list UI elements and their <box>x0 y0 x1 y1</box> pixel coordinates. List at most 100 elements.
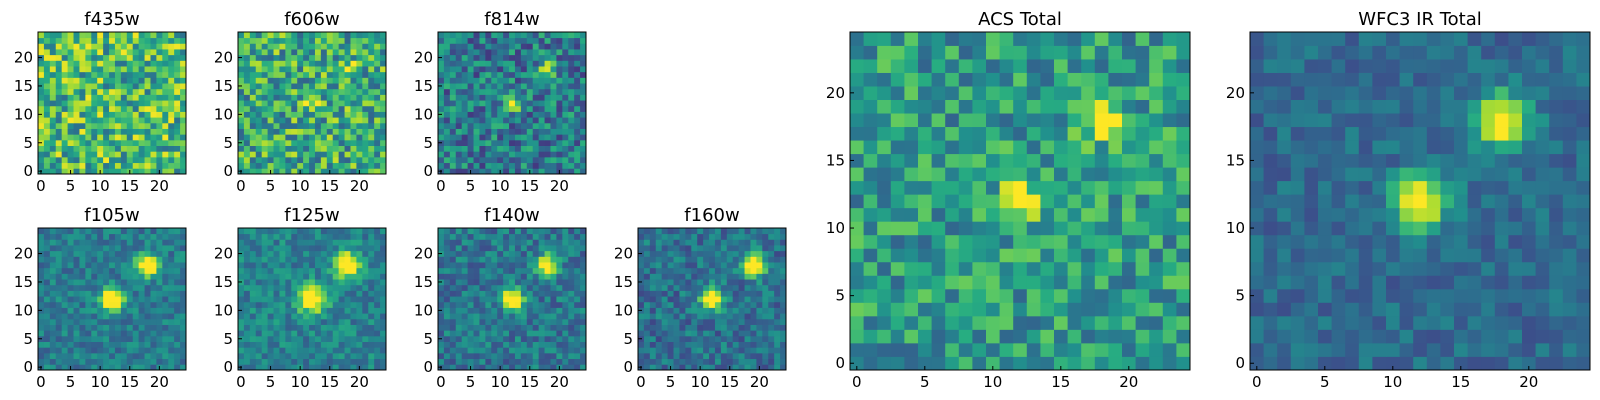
heatmap-cell <box>461 250 468 257</box>
heatmap-cell <box>544 134 551 141</box>
heatmap-cell <box>850 194 864 209</box>
heatmap-cell <box>144 32 151 39</box>
heatmap-cell <box>497 71 504 78</box>
heatmap-cell <box>455 279 463 286</box>
heatmap-cell <box>249 307 257 314</box>
heatmap-cell <box>904 248 919 263</box>
heatmap-cell <box>667 330 674 337</box>
heatmap-cell <box>461 60 468 67</box>
heatmap-cell <box>643 358 651 365</box>
heatmap-cell <box>374 335 381 342</box>
heatmap-cell <box>750 284 757 291</box>
heatmap-cell <box>279 134 286 141</box>
heatmap-cell <box>438 262 445 269</box>
heatmap-cell <box>538 364 545 371</box>
heatmap-cell <box>368 279 375 286</box>
heatmap-cell <box>79 111 86 118</box>
heatmap-cell <box>479 313 486 320</box>
heatmap-cell <box>309 335 316 342</box>
heatmap-cell <box>562 83 569 90</box>
heatmap-cell <box>443 284 451 291</box>
heatmap-cell <box>255 364 263 371</box>
heatmap-cell <box>455 364 463 371</box>
heatmap-cell <box>714 347 722 354</box>
heatmap-cell <box>580 66 587 73</box>
heatmap-cell <box>574 105 581 112</box>
heatmap-cell <box>491 83 498 90</box>
heatmap-cell <box>67 156 74 164</box>
heatmap-cell <box>174 358 181 365</box>
heatmap-cell <box>520 290 528 297</box>
heatmap-cell <box>762 239 769 246</box>
heatmap-cell <box>918 234 932 249</box>
heatmap-cell <box>520 324 528 331</box>
heatmap-cell <box>514 117 522 124</box>
heatmap-cell <box>103 139 110 146</box>
heatmap-cell <box>55 313 63 320</box>
heatmap-cell <box>279 335 286 342</box>
heatmap-cell <box>126 262 134 269</box>
heatmap-cell <box>55 256 63 263</box>
heatmap-cell <box>320 117 328 124</box>
heatmap-cell <box>890 234 905 249</box>
heatmap-cell <box>238 32 245 39</box>
heatmap-cell <box>180 145 187 152</box>
heatmap-cell <box>150 290 157 297</box>
heatmap-cell <box>904 207 919 222</box>
heatmap-cell <box>55 318 63 325</box>
heatmap-cell <box>503 228 510 235</box>
heatmap-cell <box>338 330 345 337</box>
heatmap-cell <box>1122 288 1136 303</box>
heatmap-cell <box>238 117 245 124</box>
heatmap-cell <box>114 60 122 67</box>
heatmap-cell <box>532 32 540 39</box>
heatmap-cell <box>314 364 322 371</box>
heatmap-cell <box>261 88 268 95</box>
heatmap-cell <box>509 105 516 112</box>
heatmap-cell <box>109 296 116 303</box>
heatmap-cell <box>1013 234 1028 249</box>
heatmap-cell <box>1067 234 1082 249</box>
heatmap-cell <box>114 313 122 320</box>
heatmap-cell <box>320 279 328 286</box>
heatmap-cell <box>238 256 245 263</box>
heatmap-cell <box>538 162 545 169</box>
heatmap-cell <box>109 358 116 365</box>
heatmap-cell <box>556 313 563 320</box>
heatmap-cell <box>156 233 163 240</box>
heatmap-cell <box>473 100 480 107</box>
heatmap-cell <box>685 358 692 365</box>
heatmap-cell <box>958 356 973 371</box>
heatmap-cell <box>1026 140 1041 155</box>
heatmap-cell <box>918 356 932 371</box>
heatmap-cell <box>443 71 451 78</box>
heatmap-cell <box>697 250 704 257</box>
heatmap-cell <box>320 105 328 112</box>
heatmap-cell <box>109 43 116 50</box>
heatmap-cell <box>691 358 698 365</box>
heatmap-cell <box>255 105 263 112</box>
heatmap-cell <box>144 296 151 303</box>
heatmap-cell <box>497 105 504 112</box>
heatmap-cell <box>255 49 263 56</box>
heatmap-cell <box>509 358 516 365</box>
heatmap-cell <box>1081 207 1096 222</box>
heatmap-cell <box>85 313 92 320</box>
heatmap-cell <box>556 267 563 274</box>
heatmap-cell <box>544 111 551 118</box>
heatmap-cell <box>285 335 292 342</box>
panel-title: f160w <box>684 205 739 226</box>
heatmap-cell <box>467 156 474 164</box>
heatmap-cell <box>667 233 674 240</box>
heatmap-cell <box>297 66 304 73</box>
heatmap-cell <box>538 358 545 365</box>
heatmap-cell <box>126 145 134 152</box>
heatmap-cell <box>738 296 745 303</box>
heatmap-cell <box>1135 167 1150 182</box>
heatmap-cell <box>703 330 710 337</box>
heatmap-cell <box>714 267 722 274</box>
heatmap-cell <box>97 296 104 303</box>
heatmap-cell <box>97 77 104 84</box>
heatmap-cell <box>562 66 569 73</box>
heatmap-cell <box>285 111 292 118</box>
